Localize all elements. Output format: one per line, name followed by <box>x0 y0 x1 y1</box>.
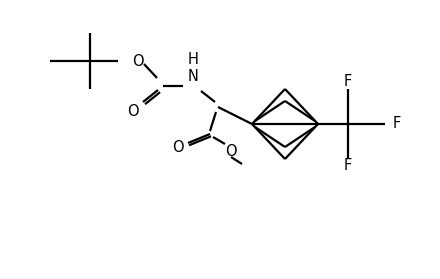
Text: O: O <box>225 143 237 158</box>
Text: F: F <box>344 74 352 90</box>
Text: F: F <box>393 117 401 131</box>
Text: F: F <box>344 158 352 174</box>
Text: O: O <box>127 105 139 119</box>
Text: H
N: H N <box>187 52 198 84</box>
Text: O: O <box>172 141 184 155</box>
Text: O: O <box>132 54 144 69</box>
